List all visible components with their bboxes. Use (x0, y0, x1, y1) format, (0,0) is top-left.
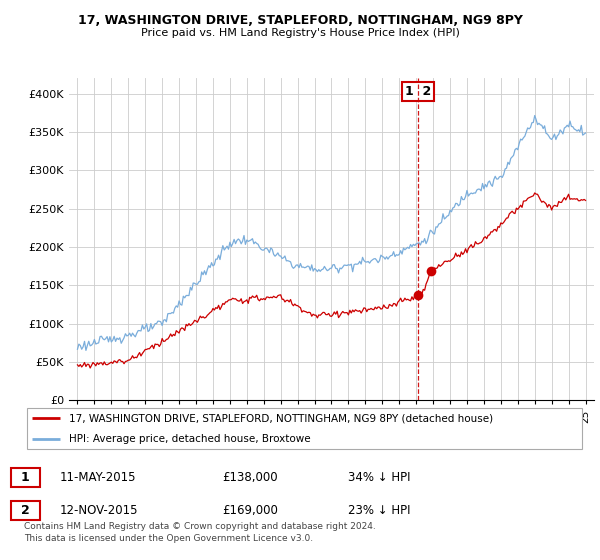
Text: Price paid vs. HM Land Registry's House Price Index (HPI): Price paid vs. HM Land Registry's House … (140, 28, 460, 38)
Text: 12-NOV-2015: 12-NOV-2015 (60, 504, 139, 517)
Text: 1: 1 (21, 470, 29, 484)
Text: 23% ↓ HPI: 23% ↓ HPI (348, 504, 410, 517)
FancyBboxPatch shape (27, 408, 582, 449)
Text: 11-MAY-2015: 11-MAY-2015 (60, 470, 137, 484)
Text: £138,000: £138,000 (222, 470, 278, 484)
Text: Contains HM Land Registry data © Crown copyright and database right 2024.
This d: Contains HM Land Registry data © Crown c… (24, 522, 376, 543)
Text: 1  2: 1 2 (405, 85, 431, 98)
Text: 2: 2 (21, 504, 29, 517)
Text: 34% ↓ HPI: 34% ↓ HPI (348, 470, 410, 484)
Text: 17, WASHINGTON DRIVE, STAPLEFORD, NOTTINGHAM, NG9 8PY: 17, WASHINGTON DRIVE, STAPLEFORD, NOTTIN… (77, 14, 523, 27)
Text: 17, WASHINGTON DRIVE, STAPLEFORD, NOTTINGHAM, NG9 8PY (detached house): 17, WASHINGTON DRIVE, STAPLEFORD, NOTTIN… (69, 413, 493, 423)
Text: HPI: Average price, detached house, Broxtowe: HPI: Average price, detached house, Brox… (69, 433, 311, 444)
Text: £169,000: £169,000 (222, 504, 278, 517)
